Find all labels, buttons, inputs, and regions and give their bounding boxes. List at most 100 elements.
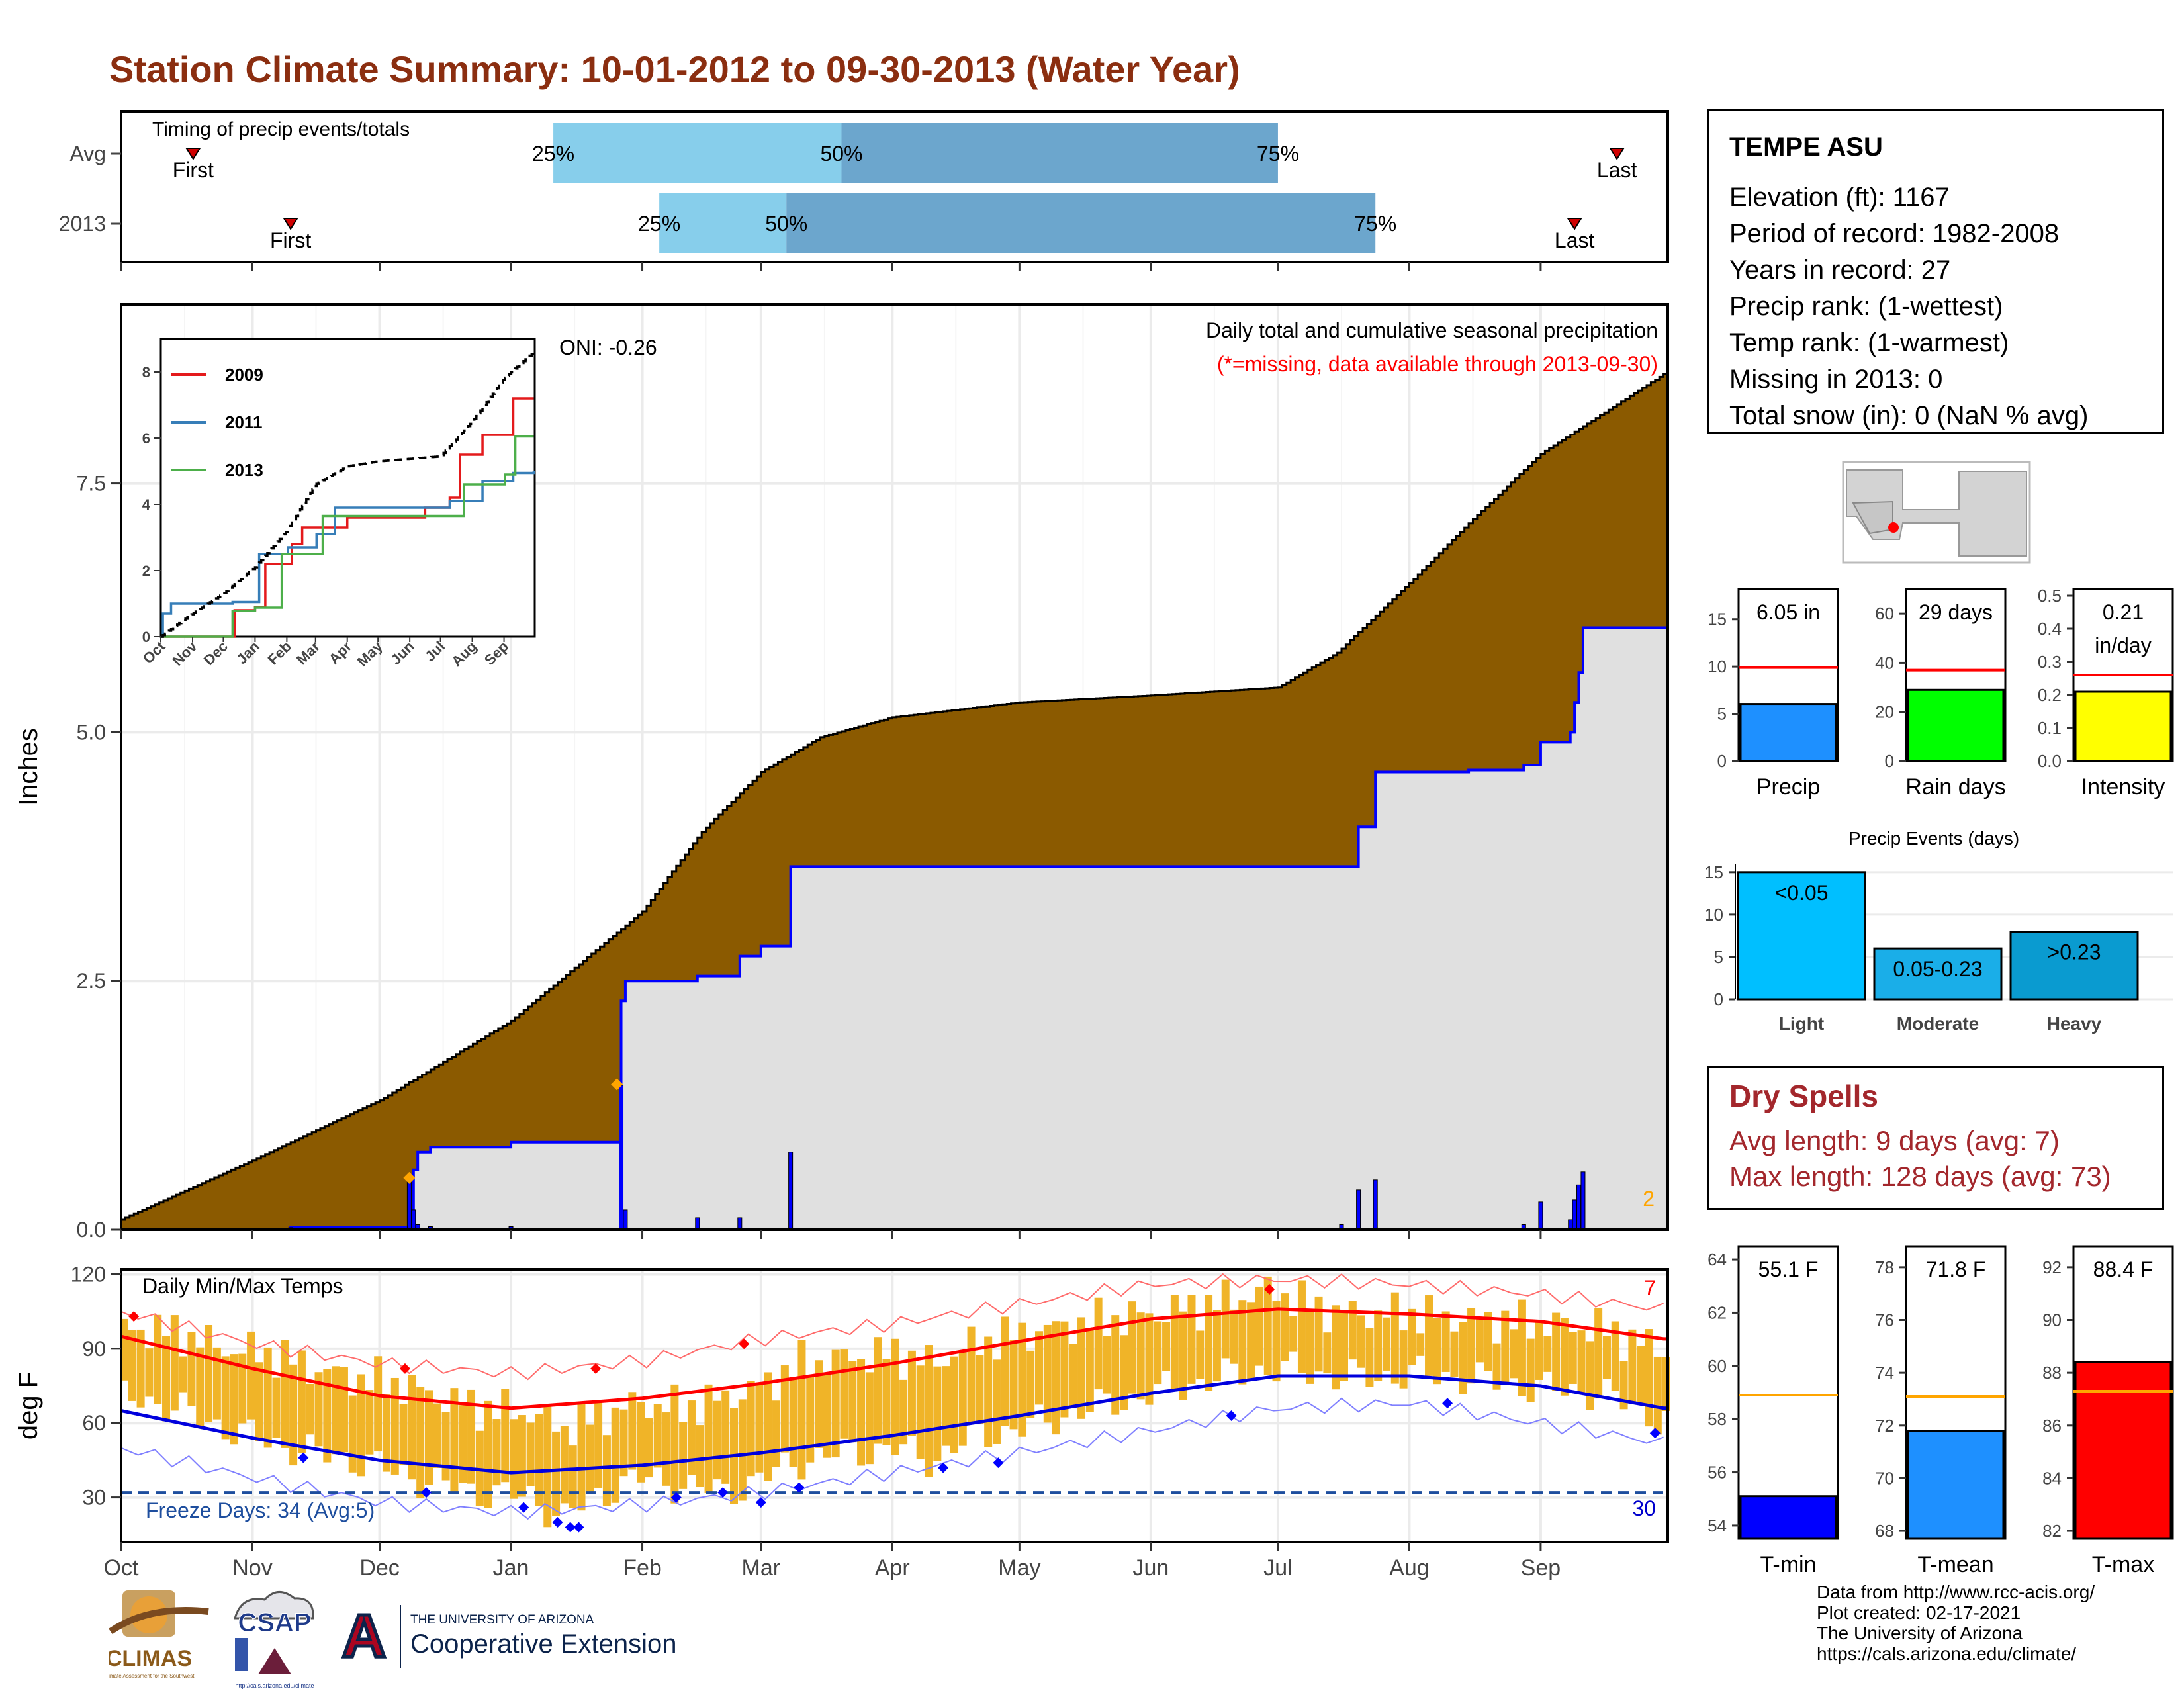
timing-last-marker xyxy=(1609,148,1625,160)
temp-range-bar xyxy=(170,1315,179,1411)
timing-first-marker xyxy=(185,148,201,160)
temp-range-bar xyxy=(713,1400,721,1480)
temp-range-bar xyxy=(1306,1311,1314,1384)
temp-range-bar xyxy=(1552,1312,1561,1391)
temp-range-bar xyxy=(755,1385,764,1473)
temp-range-bar xyxy=(967,1326,976,1422)
tmax-normal-line xyxy=(120,1307,1668,1410)
temp-range-bar xyxy=(1441,1311,1450,1372)
daily-precip-bar xyxy=(1356,1189,1361,1230)
temp-t-min-value-label: 55.1 F xyxy=(1758,1257,1819,1281)
record-temp-marker xyxy=(755,1497,766,1508)
temp-t-min-axis-label: T-min xyxy=(1760,1552,1817,1577)
temp-range-bar xyxy=(1187,1295,1196,1384)
record-temp-marker xyxy=(938,1462,949,1473)
temp-range-bar xyxy=(162,1336,171,1422)
dry-spells-avg: Avg length: 9 days (avg: 7) xyxy=(1729,1125,2060,1156)
events-y-tick-label: 5 xyxy=(1714,947,1723,967)
temp-t-min-frame xyxy=(1737,1245,1839,1540)
timing-bar-25-50 xyxy=(553,123,842,183)
temp-range-bar xyxy=(1518,1299,1526,1396)
temp-range-bar xyxy=(560,1425,569,1504)
temp-range-bar xyxy=(510,1419,518,1499)
events-x-label: Light xyxy=(1779,1013,1824,1034)
daily-precip-bar xyxy=(1580,1171,1586,1230)
temp-range-bar xyxy=(187,1331,196,1406)
month-label: Jan xyxy=(493,1555,529,1580)
temp-range-bar xyxy=(1230,1309,1238,1364)
temp-t-min-y-tick-label: 54 xyxy=(1707,1516,1727,1535)
record-temp-marker xyxy=(590,1363,602,1374)
dry-spells-box: Dry Spells Avg length: 9 days (avg: 7) M… xyxy=(1707,1066,2164,1210)
intensity-bar xyxy=(2074,690,2172,762)
inset-legend-label: 2009 xyxy=(225,365,263,385)
temp-range-bar xyxy=(1154,1321,1162,1385)
temp-range-bar xyxy=(1297,1280,1306,1373)
temp-range-bar xyxy=(950,1356,958,1453)
temp-range-bar xyxy=(1314,1296,1323,1372)
temp-range-bar xyxy=(780,1365,789,1453)
temp-range-bar xyxy=(916,1365,925,1459)
events-bar-heavy xyxy=(2009,931,2139,1001)
intensity-value-label: in/day xyxy=(2095,633,2151,657)
daily-precip-bar xyxy=(695,1217,700,1230)
temp-range-bar xyxy=(492,1419,501,1486)
temp-range-bar xyxy=(1586,1341,1594,1410)
temp-range-bar xyxy=(637,1402,645,1483)
temp-t-max-y-tick-label: 88 xyxy=(2042,1363,2062,1383)
temp-range-bar xyxy=(815,1360,823,1448)
missing-count: 2 xyxy=(1643,1187,1655,1211)
station-name: TEMPE ASU xyxy=(1729,132,1883,161)
temp-range-bar xyxy=(848,1361,857,1443)
dry-spells-title: Dry Spells xyxy=(1729,1079,1878,1113)
record-temp-marker xyxy=(298,1452,309,1463)
temp-t-max-bar xyxy=(2074,1361,2172,1540)
temp-t-min-y-tick-label: 58 xyxy=(1707,1409,1727,1429)
daily-precip-bar xyxy=(1373,1179,1378,1230)
logos: CLIMAS Climate Assessment for the Southw… xyxy=(109,1590,676,1689)
temp-range-bar xyxy=(1602,1336,1611,1379)
timing-row-label: 2013 xyxy=(59,212,106,236)
timing-75-label: 75% xyxy=(1257,142,1299,165)
events-bar-light xyxy=(1737,871,1866,1001)
daily-precip-bar xyxy=(1568,1219,1573,1230)
station-missing: Missing in 2013: 0 xyxy=(1729,365,1943,394)
temp-range-bar xyxy=(1637,1346,1645,1404)
missing-marker xyxy=(403,1171,416,1184)
ua-a-icon: A xyxy=(342,1602,386,1670)
temp-range-bar xyxy=(1272,1301,1281,1382)
month-label: Aug xyxy=(1389,1555,1430,1580)
daily-precip-bar xyxy=(619,1085,624,1230)
climas-swoosh xyxy=(109,1607,209,1635)
temp-y-tick-label: 60 xyxy=(82,1411,106,1435)
temp-t-mean-y-tick-label: 74 xyxy=(1875,1363,1894,1383)
ua-logo: A THE UNIVERSITY OF ARIZONA Cooperative … xyxy=(340,1601,676,1672)
climas-logo-subtext: Climate Assessment for the Southwest xyxy=(109,1673,195,1679)
climas-logo: CLIMAS Climate Assessment for the Southw… xyxy=(109,1590,209,1679)
temp-range-bar xyxy=(374,1356,383,1452)
temp-range-bar xyxy=(399,1404,408,1465)
station-temp-rank: Temp rank: (1-warmest) xyxy=(1729,328,2009,357)
record-temp-marker xyxy=(128,1311,140,1322)
temp-range-bar xyxy=(1323,1332,1332,1374)
precip-total-axis-label: Precip xyxy=(1756,774,1820,800)
temp-range-bar xyxy=(145,1348,154,1397)
temp-range-bar xyxy=(958,1350,967,1446)
temp-t-min-bar xyxy=(1739,1495,1837,1540)
station-elevation: Elevation (ft): 1167 xyxy=(1729,183,1950,212)
temp-t-max-y-tick-label: 90 xyxy=(2042,1310,2062,1330)
temp-range-bar xyxy=(526,1422,535,1486)
intensity-y-tick-label: 0.5 xyxy=(2038,586,2062,606)
record-temp-marker xyxy=(573,1522,584,1533)
csap-logo-text: CSAP xyxy=(238,1608,311,1637)
daily-precip-bar xyxy=(1576,1184,1582,1230)
temp-range-bar xyxy=(1128,1301,1136,1394)
temp-range-bar xyxy=(594,1401,603,1488)
temp-range-bar xyxy=(263,1347,272,1448)
freeze-count: 30 xyxy=(1632,1496,1656,1520)
record-temp-marker xyxy=(794,1482,805,1493)
temp-t-mean-y-tick-label: 72 xyxy=(1875,1416,1894,1436)
temp-range-bar xyxy=(1425,1295,1433,1376)
temp-axis-label: deg F xyxy=(14,1372,43,1440)
temp-range-bar xyxy=(611,1407,619,1503)
